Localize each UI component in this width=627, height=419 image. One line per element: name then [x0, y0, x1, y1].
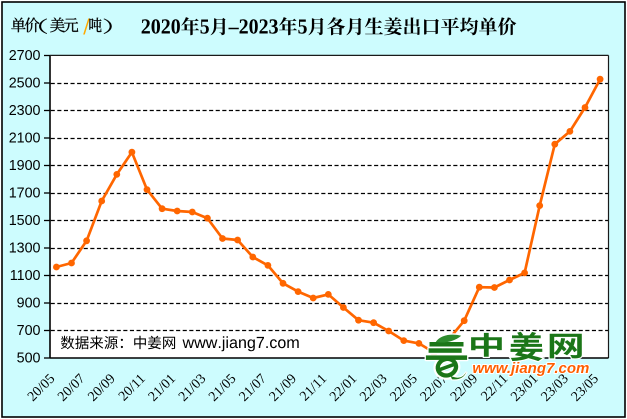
svg-text:900: 900	[17, 295, 41, 311]
svg-text:1500: 1500	[9, 213, 41, 229]
svg-text:www.jiang7.com: www.jiang7.com	[472, 360, 589, 377]
svg-text:700: 700	[17, 323, 41, 339]
svg-text:1700: 1700	[9, 185, 41, 201]
svg-text:2100: 2100	[9, 130, 41, 146]
svg-text:2300: 2300	[9, 103, 41, 119]
svg-text:1100: 1100	[10, 268, 41, 284]
svg-text:1900: 1900	[9, 158, 41, 174]
svg-text:2500: 2500	[9, 75, 41, 91]
svg-text:500: 500	[17, 350, 41, 366]
svg-text:1300: 1300	[9, 240, 41, 256]
svg-text:2700: 2700	[9, 48, 41, 64]
